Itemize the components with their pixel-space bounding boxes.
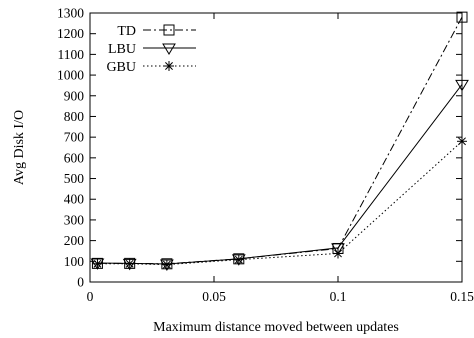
series-td <box>91 11 468 270</box>
data-point <box>333 248 343 259</box>
series-line <box>97 140 463 266</box>
legend-marker <box>162 43 176 55</box>
data-point <box>161 259 172 270</box>
x-tick-label: 0.05 <box>202 289 226 304</box>
y-tick-label: 400 <box>64 192 85 207</box>
legend-marker <box>164 61 174 71</box>
y-tick-label: 1100 <box>58 47 85 62</box>
y-tick-label: 1200 <box>57 26 84 41</box>
series-lbu <box>90 79 469 271</box>
legend-label: GBU <box>106 60 136 75</box>
data-point <box>456 11 468 23</box>
data-point <box>455 79 469 92</box>
x-tick-label: 0 <box>87 289 94 304</box>
legend: TD LBU GBU <box>106 24 196 75</box>
data-point <box>124 258 135 269</box>
series-line <box>97 84 463 265</box>
series-layer <box>90 11 469 271</box>
y-tick-label: 300 <box>64 212 85 227</box>
y-axis-title: Avg Disk I/O <box>12 110 27 185</box>
data-point <box>92 258 103 269</box>
y-tick-label: 900 <box>64 88 85 103</box>
y-tick-label: 0 <box>77 275 84 290</box>
y-tick-label: 500 <box>64 171 85 186</box>
y-tick-label: 100 <box>64 254 85 269</box>
data-point <box>457 136 467 147</box>
y-tick-label: 800 <box>64 109 85 124</box>
data-point <box>233 254 244 265</box>
legend-label: TD <box>117 24 136 39</box>
x-axis-title: Maximum distance moved between updates <box>153 320 399 335</box>
y-tick-label: 700 <box>64 130 85 145</box>
y-tick-label: 600 <box>64 150 85 165</box>
x-tick-label: 0.1 <box>330 289 347 304</box>
series-gbu <box>92 136 467 270</box>
y-tick-label: 1300 <box>57 6 84 21</box>
plot-frame <box>89 12 463 283</box>
y-tick-label: 200 <box>64 233 85 248</box>
legend-label: LBU <box>108 42 136 57</box>
legend-marker <box>163 24 175 36</box>
y-tick-label: 1000 <box>57 68 84 83</box>
data-point <box>331 243 345 255</box>
axis-ticks: 0 100 200 300 400 500 600 700 800 900 1000 1100 1200… <box>57 6 474 305</box>
x-tick-label: 0.15 <box>450 289 474 304</box>
plot-border <box>89 12 463 283</box>
series-line <box>97 16 463 265</box>
